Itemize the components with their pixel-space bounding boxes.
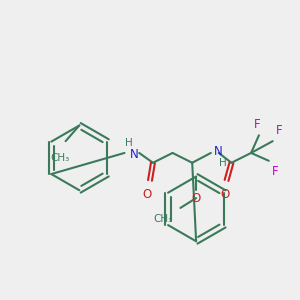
Text: H: H <box>219 158 226 168</box>
Text: O: O <box>191 192 201 205</box>
Text: F: F <box>254 118 260 131</box>
Text: N: N <box>214 146 223 158</box>
Text: O: O <box>142 188 152 201</box>
Text: CH₃: CH₃ <box>50 153 69 163</box>
Text: F: F <box>272 165 278 178</box>
Text: H: H <box>124 138 132 148</box>
Text: F: F <box>276 124 282 137</box>
Text: O: O <box>220 188 229 201</box>
Text: N: N <box>130 148 139 161</box>
Text: CH₃: CH₃ <box>153 214 172 224</box>
